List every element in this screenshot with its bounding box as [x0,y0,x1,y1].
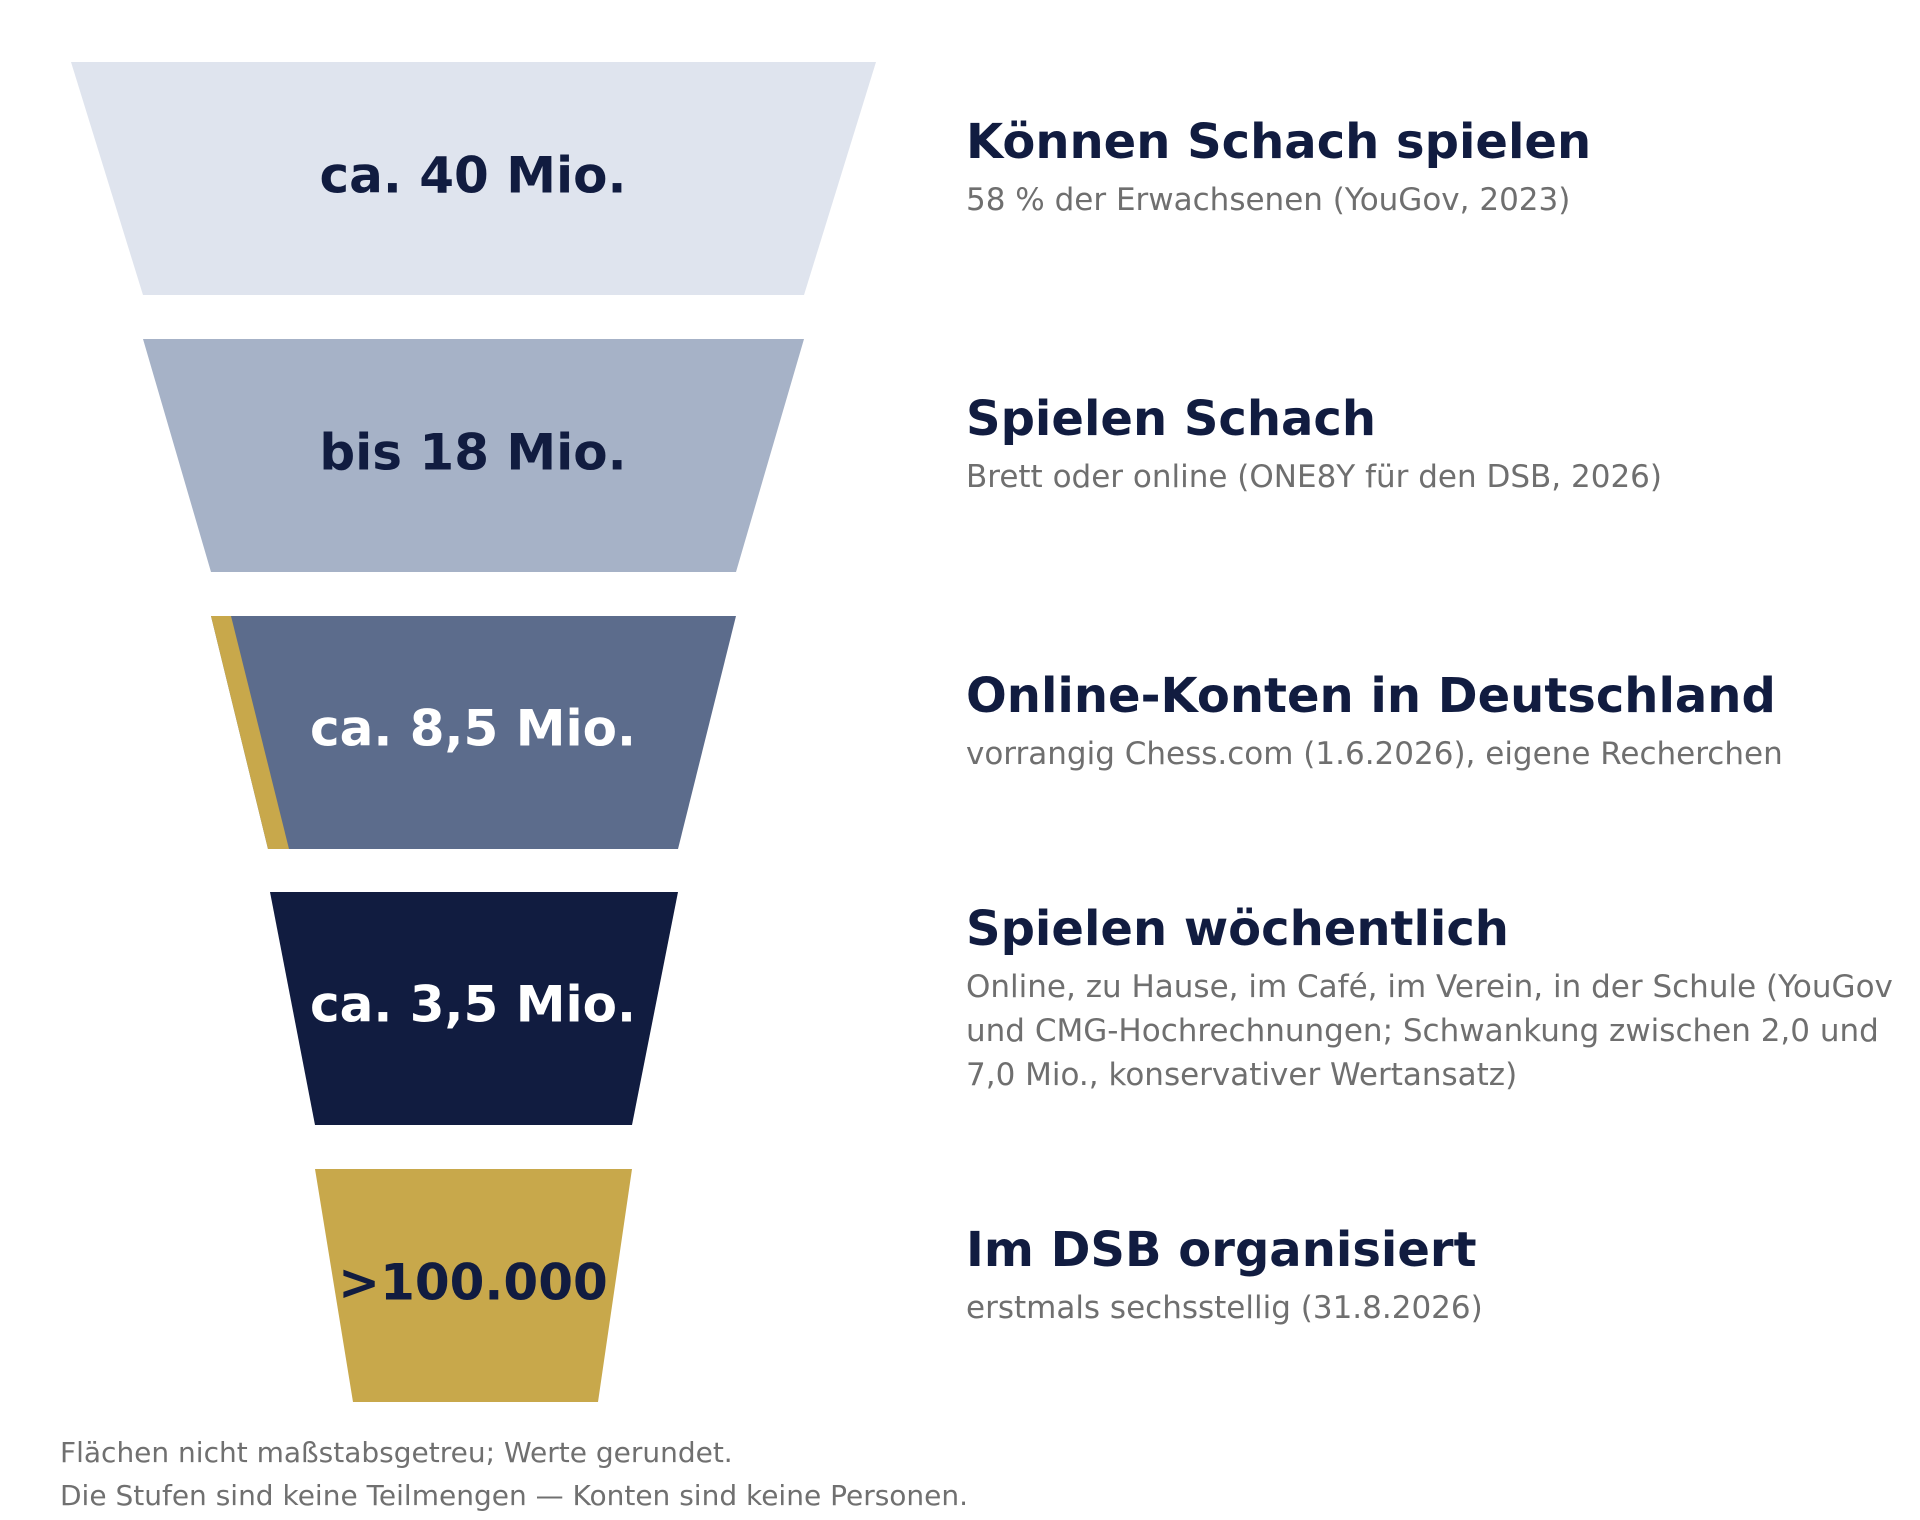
funnel-stage-5 [315,1169,632,1402]
stage-value: ca. 3,5 Mio. [310,976,636,1034]
stage-label-3: Online-Konten in Deutschland vorrangig C… [966,666,1896,776]
funnel-stage-2 [143,339,804,572]
stage-subtitle: Brett oder online (ONE8Y für den DSB, 20… [966,459,1663,495]
stage-title: Können Schach spielen [966,114,1592,170]
footnote-2: Die Stufen sind keine Teilmengen — Konte… [60,1479,969,1512]
stage-title: Spielen wöchentlich [966,901,1509,957]
stage-title: Im DSB organisiert [966,1222,1477,1278]
stage-title: Online-Konten in Deutschland [966,668,1776,724]
stage-value: bis 18 Mio. [319,424,626,482]
stage-value: >100.000 [338,1254,608,1312]
stage-label-5: Im DSB organisiert erstmals sechsstellig… [966,1220,1896,1330]
funnel-stage-3 [211,616,736,849]
funnel-stage-4 [270,892,678,1125]
stage-subtitle: Online, zu Hause, im Café, im Verein, in… [966,969,1893,1093]
stage-value: ca. 40 Mio. [319,147,626,205]
stage-subtitle: 58 % der Erwachsenen (YouGov, 2023) [966,182,1571,218]
funnel-stage-1 [71,62,876,295]
stage-title: Spielen Schach [966,391,1377,447]
stage-subtitle: erstmals sechsstellig (31.8.2026) [966,1290,1483,1326]
stage-subtitle: vorrangig Chess.com (1.6.2026), eigene R… [966,736,1783,772]
footnote-1: Flächen nicht maßstabsgetreu; Werte geru… [60,1436,733,1469]
accent-stripe [211,616,289,849]
stage-label-1: Können Schach spielen 58 % der Erwachsen… [966,112,1896,222]
stage-value: ca. 8,5 Mio. [310,700,636,758]
stage-label-4: Spielen wöchentlich Online, zu Hause, im… [966,899,1896,1097]
stage-label-2: Spielen Schach Brett oder online (ONE8Y … [966,389,1896,499]
